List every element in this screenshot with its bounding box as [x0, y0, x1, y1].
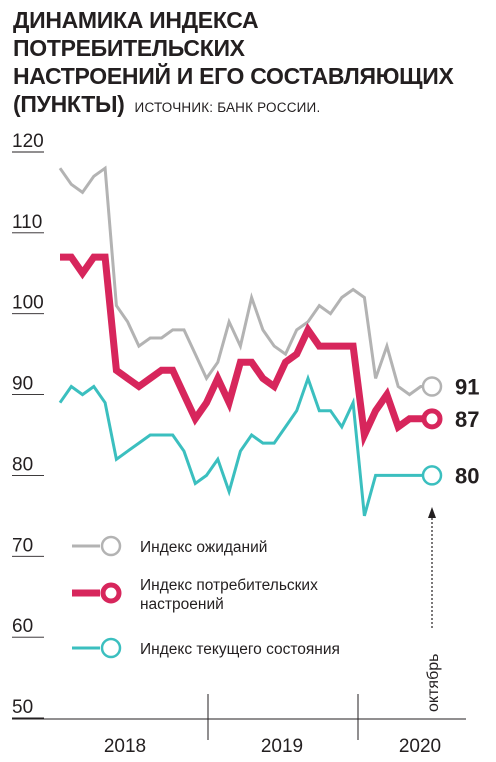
legend-swatch-marker: [100, 582, 122, 604]
y-axis: 120 110 100 90 80 70 60 50: [12, 131, 44, 719]
series-line-3: [58, 373, 432, 517]
annotation-arrow: [428, 507, 436, 518]
x-axis: 2018 2019 2020: [12, 694, 466, 757]
y-tick-label: 80: [12, 454, 33, 475]
series-end-marker-2: [421, 408, 443, 430]
legend-label: Индекс ожиданий: [140, 539, 267, 556]
series-line-1: [58, 165, 432, 397]
legend-swatch-marker: [100, 637, 122, 659]
annotation-text: октябрь: [425, 654, 442, 712]
series-lines: [58, 165, 432, 517]
y-tick-label: 90: [12, 374, 33, 395]
y-tick-label: 60: [12, 616, 33, 637]
chart-title: ДИНАМИКА ИНДЕКСА ПОТРЕБИТЕЛЬСКИХ НАСТРОЕ…: [13, 6, 488, 122]
y-tick-label: 120: [12, 131, 44, 152]
title-line-1: ДИНАМИКА ИНДЕКСА ПОТРЕБИТЕЛЬСКИХ: [13, 7, 259, 61]
series-end-value-1: 91: [455, 374, 479, 399]
y-tick-label: 110: [12, 212, 42, 233]
series-end-value-2: 87: [455, 407, 479, 432]
y-tick-label: 50: [12, 697, 33, 718]
series-end-marker-3: [421, 465, 443, 486]
y-tick-label: 70: [12, 535, 33, 556]
legend: Индекс ожиданий Индекс потребительских нас…: [72, 535, 340, 659]
end-markers: 91 87 80: [421, 374, 479, 488]
title-line-3: (ПУНКТЫ) ИСТОЧНИК: БАНК РОССИИ.: [13, 90, 488, 122]
legend-label: Индекс потребительских настроений: [140, 577, 318, 613]
legend-swatch-marker: [100, 535, 122, 557]
title-units: (ПУНКТЫ): [13, 91, 125, 117]
chart-source: ИСТОЧНИК: БАНК РОССИИ.: [134, 100, 321, 115]
y-tick-label: 100: [12, 293, 44, 314]
series-end-value-3: 80: [455, 463, 479, 488]
x-year-label: 2020: [399, 736, 441, 757]
series-line-2: [60, 253, 432, 448]
legend-label: Индекс текущего состояния: [140, 641, 340, 658]
october-annotation: октябрь: [425, 507, 442, 712]
title-line-2: НАСТРОЕНИЙ И ЕГО СОСТАВЛЯЮЩИХ: [13, 63, 454, 89]
series-end-marker-1: [421, 376, 443, 397]
x-year-label: 2019: [261, 736, 303, 757]
x-year-label: 2018: [104, 736, 146, 757]
